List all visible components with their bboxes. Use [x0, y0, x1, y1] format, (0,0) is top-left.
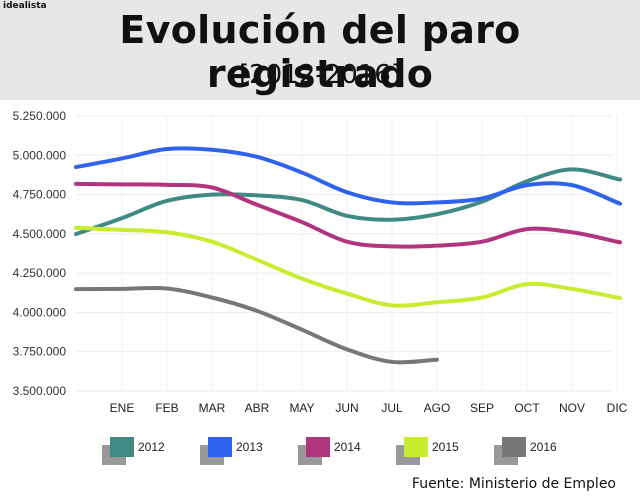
x-tick-label: JUL: [381, 401, 403, 415]
x-tick-label: OCT: [514, 401, 540, 415]
x-tick-label: AGO: [424, 401, 451, 415]
legend-swatch-2013: [208, 437, 232, 457]
y-tick-label: 4.750.000: [13, 188, 67, 202]
x-tick-label: FEB: [155, 401, 178, 415]
x-tick-label: JUN: [335, 401, 358, 415]
x-tick-label: MAY: [289, 401, 314, 415]
series-line-2013: [74, 146, 622, 206]
legend-label-2013: 2013: [236, 440, 263, 454]
legend-label-2015: 2015: [432, 440, 459, 454]
legend-swatch-2016: [502, 437, 526, 457]
brand-logo: idealista: [3, 1, 47, 11]
x-tick-label: MAR: [199, 401, 226, 415]
series-line-2016: [74, 285, 439, 365]
legend-label-2012: 2012: [138, 440, 165, 454]
source-note: Fuente: Ministerio de Empleo: [411, 476, 616, 492]
x-tick-label: DIC: [607, 401, 628, 415]
header: idealista Evolución del paro registrado …: [0, 0, 640, 100]
chart-subtitle: [2012-2016]: [238, 60, 401, 90]
y-tick-label: 4.000.000: [13, 305, 67, 319]
y-tick-label: 3.500.000: [13, 384, 67, 398]
series-line-2015: [74, 225, 622, 308]
x-tick-label: NOV: [559, 401, 585, 415]
y-tick-label: 4.250.000: [13, 266, 67, 280]
chart-title: Evolución del paro registrado: [119, 8, 521, 96]
x-tick-label: ABR: [245, 401, 270, 415]
legend-swatch-2012: [110, 437, 134, 457]
legend-label-2016: 2016: [530, 440, 557, 454]
legend-swatch-2014: [306, 437, 330, 457]
series-line-2014: [74, 181, 622, 249]
y-tick-label: 4.500.000: [13, 227, 67, 241]
y-tick-label: 5.000.000: [13, 148, 67, 162]
legend-swatch-2015: [404, 437, 428, 457]
x-tick-label: ENE: [110, 401, 135, 415]
line-chart: 3.500.000 3.750.000 4.000.000 4.250.000 4.50…: [13, 109, 628, 465]
x-tick-label: SEP: [470, 401, 494, 415]
series-line-2012: [74, 167, 622, 237]
legend-label-2014: 2014: [334, 440, 361, 454]
y-tick-label: 3.750.000: [13, 345, 67, 359]
y-tick-label: 5.250.000: [13, 109, 67, 123]
